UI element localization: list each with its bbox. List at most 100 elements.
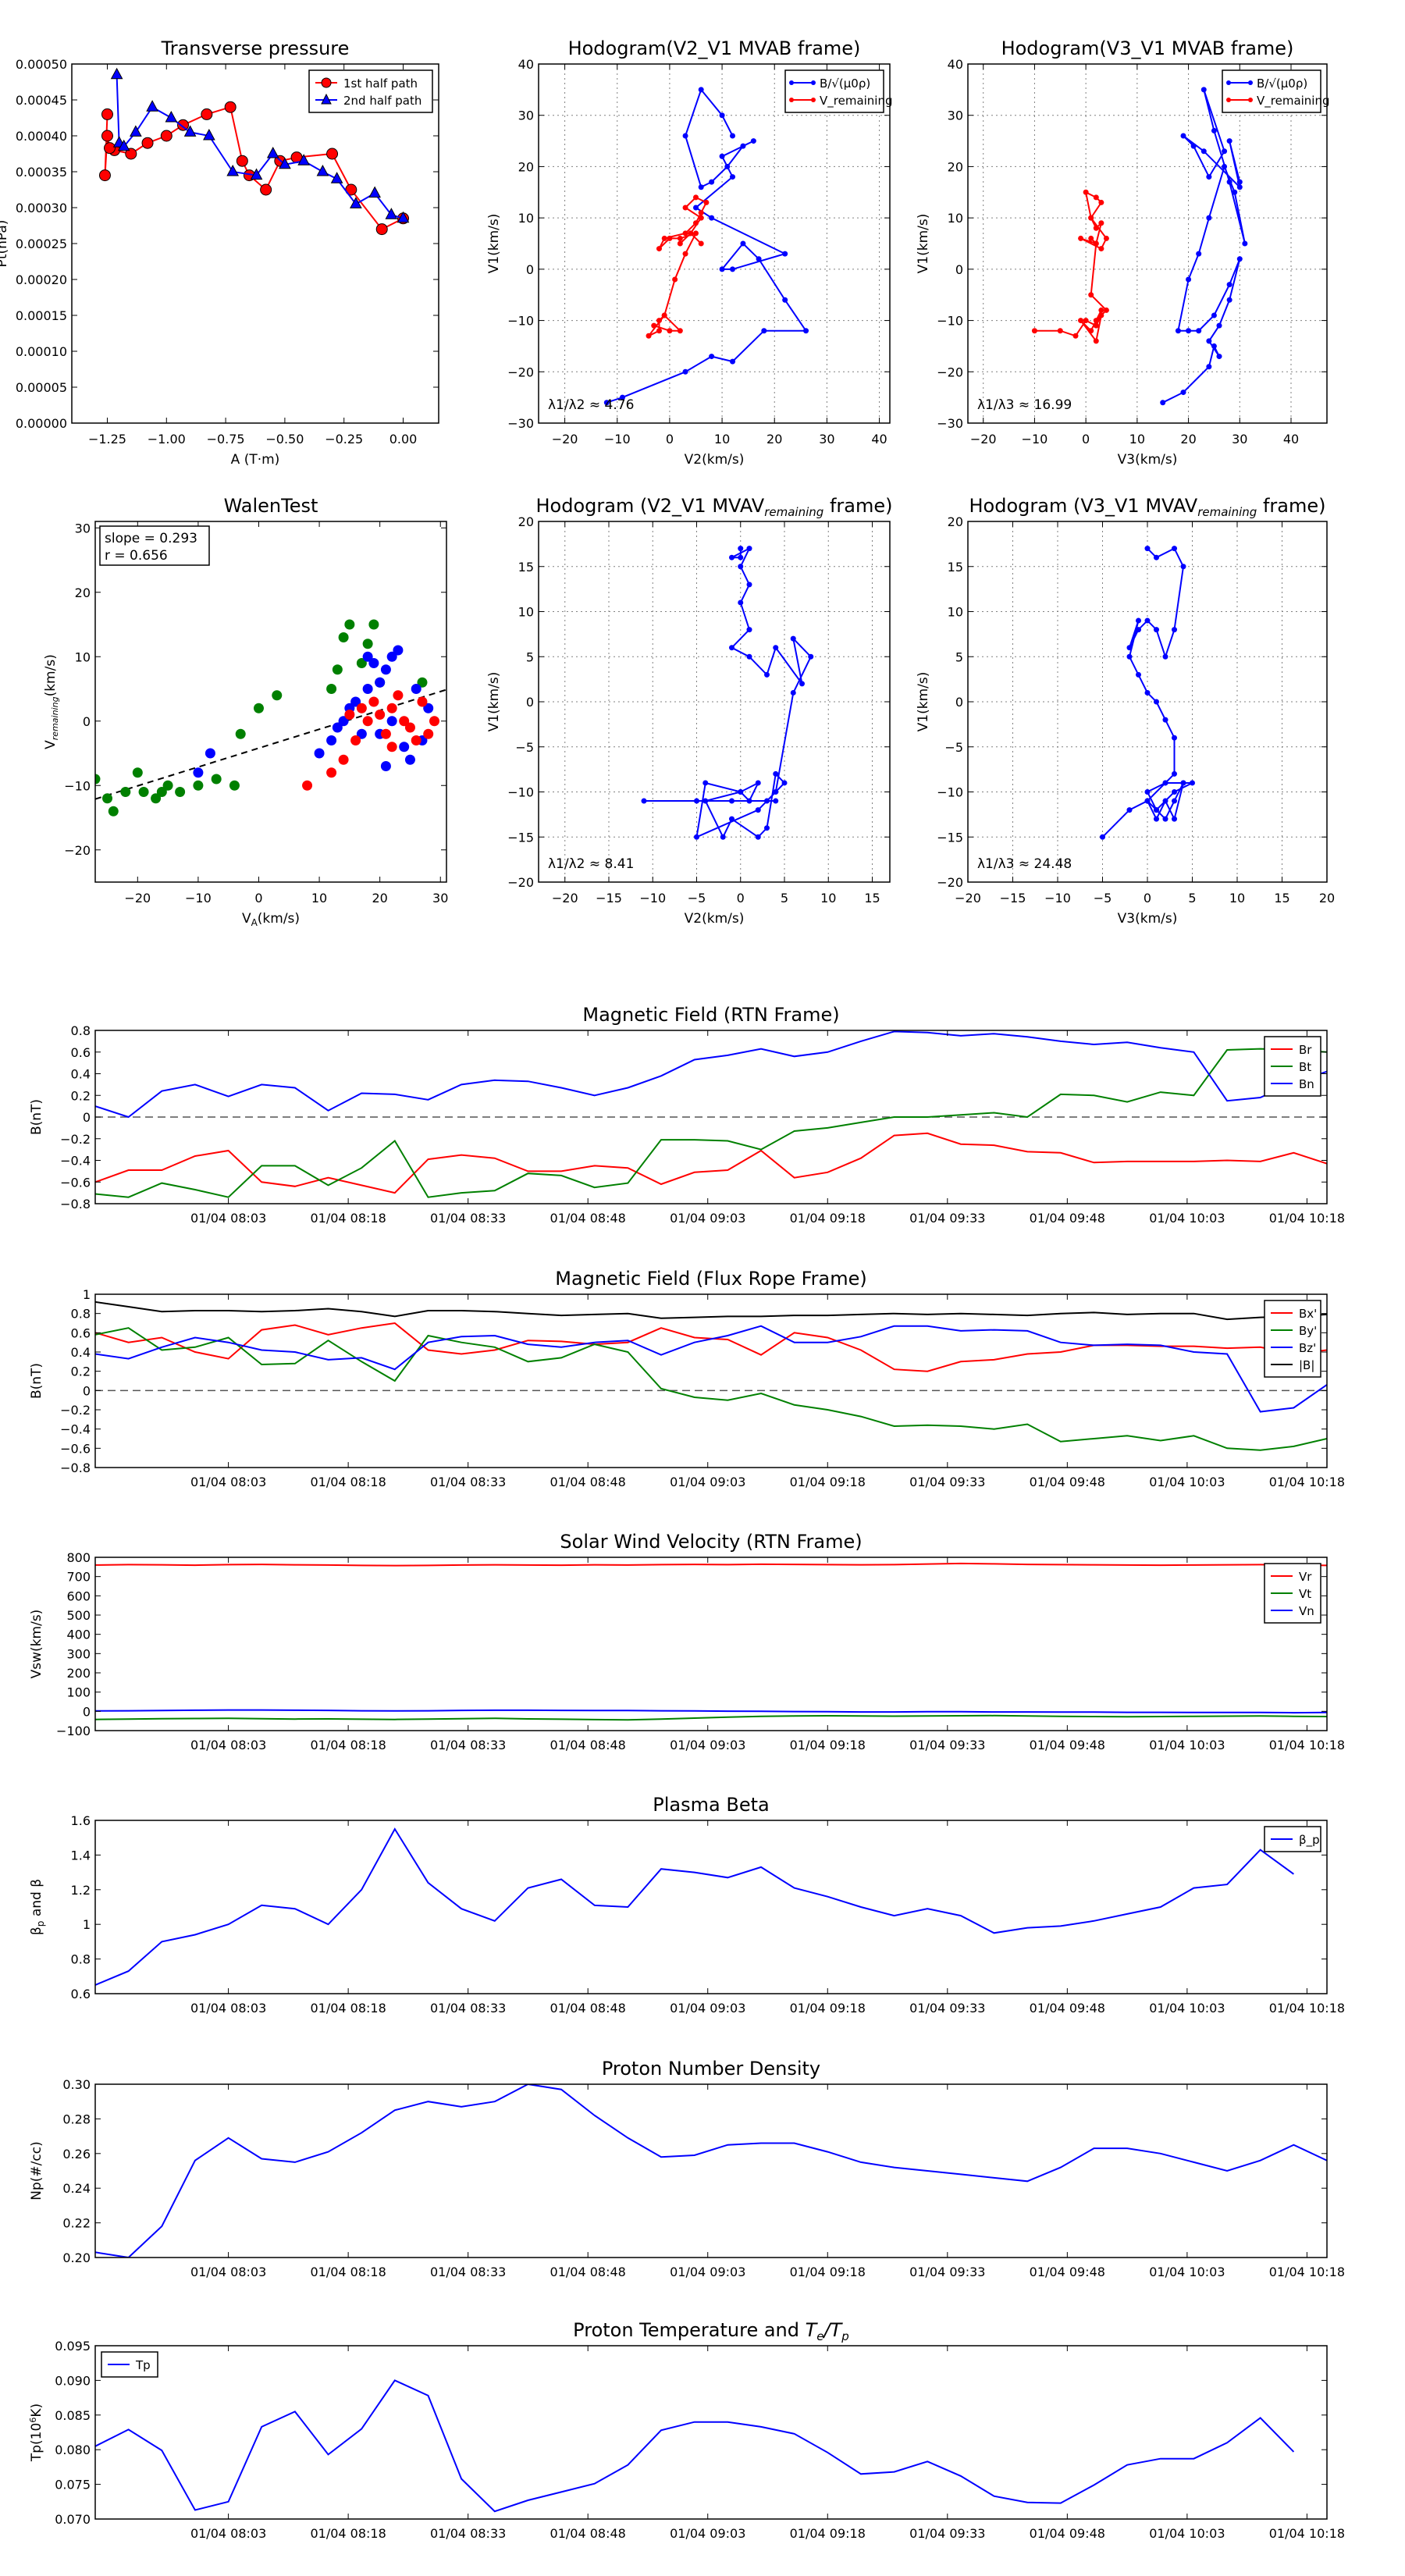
data-point xyxy=(1088,292,1094,298)
y-tick-label: 100 xyxy=(66,1685,91,1700)
series-line-np xyxy=(95,2084,1327,2258)
y-tick-label: 20 xyxy=(948,514,963,529)
y-tick-label: 1.6 xyxy=(71,1813,91,1828)
data-point xyxy=(1154,699,1159,705)
legend-marker xyxy=(811,80,816,85)
x-tick-label: −15 xyxy=(1000,891,1026,906)
y-tick-label: 0.070 xyxy=(55,2512,91,2527)
data-point xyxy=(1103,307,1109,313)
data-point xyxy=(1236,179,1243,185)
y-tick-label: 0.00025 xyxy=(16,237,67,251)
x-tick-label: −10 xyxy=(639,891,666,906)
label-subscript: A xyxy=(251,917,258,928)
plot-frame xyxy=(94,2083,1328,2258)
y-tick-label: 0.075 xyxy=(55,2478,91,2492)
legend-label: By' xyxy=(1299,1324,1317,1338)
data-point xyxy=(694,798,699,804)
data-point xyxy=(1172,627,1177,633)
x-tick-label: 01/04 08:33 xyxy=(430,1475,506,1489)
data-point xyxy=(764,798,770,804)
y-axis-label: Vsw(km/s) xyxy=(29,1610,44,1679)
data-point xyxy=(350,735,361,745)
y-tick-label: 1 xyxy=(83,1287,91,1302)
plot-area xyxy=(95,1030,1327,1198)
data-point xyxy=(362,716,373,727)
data-point xyxy=(730,174,736,180)
data-point xyxy=(1093,194,1099,201)
data-point xyxy=(808,653,814,660)
data-point xyxy=(1172,789,1177,795)
data-point xyxy=(1144,546,1151,552)
series-line-vt xyxy=(95,1714,1327,1721)
data-point xyxy=(1136,627,1141,633)
data-point xyxy=(193,780,204,791)
y-axis-label: B(nT) xyxy=(29,1363,44,1399)
data-point xyxy=(682,251,688,257)
x-tick-label: 0 xyxy=(254,891,262,906)
title-subscript: remaining xyxy=(764,505,823,519)
chart-title: Magnetic Field (RTN Frame) xyxy=(582,1004,839,1026)
title-subscript: p xyxy=(841,2329,849,2343)
data-point xyxy=(385,208,398,219)
data-point xyxy=(619,394,625,400)
chart-magnetic-field-rtn: Magnetic Field (RTN Frame) −0.8 −0.6 −0.4 −0… xyxy=(29,1004,1345,1226)
data-point xyxy=(682,230,688,237)
y-tick-label: −10 xyxy=(507,785,534,800)
data-point xyxy=(1093,338,1099,344)
legend: β_p xyxy=(1264,1826,1321,1852)
chart-magnetic-field-flux-rope: Magnetic Field (Flux Rope Frame) −0.8 −0.6… xyxy=(29,1268,1345,1489)
data-point xyxy=(719,153,725,159)
y-tick-label: 5 xyxy=(955,649,963,664)
legend-marker xyxy=(811,98,816,102)
x-tick-label: −1.25 xyxy=(88,432,126,447)
x-tick-label: −0.75 xyxy=(207,432,245,447)
data-point xyxy=(1162,653,1168,660)
data-point xyxy=(368,186,381,198)
data-point xyxy=(386,742,397,753)
data-point xyxy=(1154,554,1159,560)
y-tick-label: 0.6 xyxy=(71,1987,91,2001)
data-point xyxy=(1216,354,1222,360)
chart-title: Hodogram(V3_V1 MVAB frame) xyxy=(1001,37,1294,59)
data-point xyxy=(682,205,688,211)
y-tick-label: −30 xyxy=(507,416,534,431)
y-tick-label: −0.6 xyxy=(60,1175,91,1190)
legend-marker xyxy=(1226,80,1231,85)
data-point xyxy=(338,716,349,727)
data-point xyxy=(1160,400,1166,406)
data-point xyxy=(253,703,264,713)
data-point xyxy=(790,689,796,696)
data-point xyxy=(1206,338,1212,344)
y-tick-label: 0 xyxy=(526,695,534,710)
data-point xyxy=(344,710,355,720)
data-point xyxy=(667,235,673,241)
y-tick-label: 10 xyxy=(948,211,963,226)
x-tick-label: −20 xyxy=(552,432,578,447)
data-point xyxy=(1236,184,1243,190)
data-point xyxy=(688,230,694,237)
data-point xyxy=(709,215,715,221)
y-axis-label: V1(km/s) xyxy=(916,672,931,732)
data-point xyxy=(393,645,404,656)
y-tick-label: 500 xyxy=(66,1608,91,1623)
data-point xyxy=(250,168,263,180)
x-tick-label: 0.00 xyxy=(389,432,418,447)
data-point xyxy=(1088,328,1094,334)
x-tick-label: 01/04 09:18 xyxy=(790,2001,866,2016)
data-point xyxy=(1190,780,1195,786)
data-point xyxy=(729,816,735,822)
y-axis-label: V1(km/s) xyxy=(916,214,931,274)
data-point xyxy=(656,328,662,334)
data-point xyxy=(101,108,113,120)
legend: Bx' By' Bz' |B| xyxy=(1264,1300,1321,1378)
data-point xyxy=(646,333,652,339)
x-tick-label: 0 xyxy=(1144,891,1151,906)
legend-label: Bn xyxy=(1299,1077,1314,1091)
x-tick-label: 10 xyxy=(820,891,836,906)
data-point xyxy=(740,143,746,149)
x-tick-label: 01/04 09:33 xyxy=(909,2001,985,2016)
data-point xyxy=(656,318,662,324)
x-tick-label: −0.50 xyxy=(265,432,304,447)
data-point xyxy=(1098,246,1104,252)
